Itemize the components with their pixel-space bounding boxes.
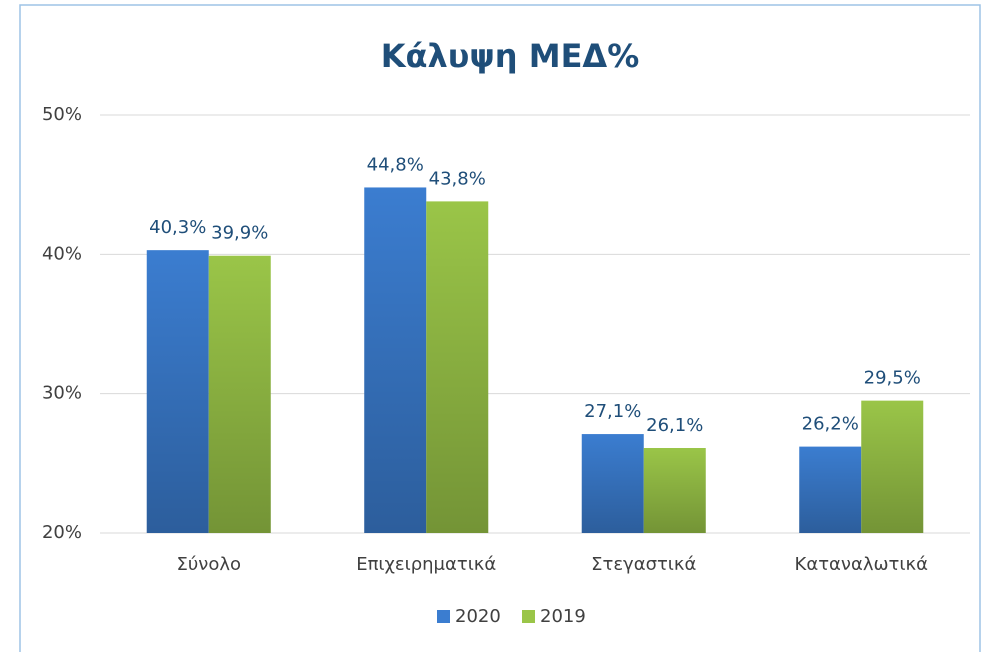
bar-shade [799,446,862,533]
legend-label: 2019 [540,606,586,627]
bar-shade [426,201,489,534]
data-label: 26,2% [802,414,859,435]
bar-shade [861,400,924,533]
data-label: 40,3% [149,217,206,238]
data-label: 43,8% [429,168,486,189]
x-tick-label: Καταναλωτικά [795,554,928,575]
data-label: 44,8% [367,154,424,175]
y-tick-label: 50% [42,104,82,125]
data-label: 39,9% [211,223,268,244]
legend-swatch [437,610,450,623]
y-tick-label: 40% [42,243,82,264]
x-tick-label: Σύνολο [176,554,241,575]
x-tick-label: Στεγαστικά [591,554,696,575]
x-tick-label: Επιχειρηματικά [356,554,496,575]
bar-shade [364,187,427,533]
legend-label: 2020 [455,606,501,627]
bar-shade [146,250,209,534]
data-label: 29,5% [864,368,921,389]
data-label: 26,1% [646,415,703,436]
y-tick-label: 20% [42,522,82,543]
bar-shade [581,434,644,533]
bar-shade [643,448,706,533]
bar-shade [208,255,271,533]
data-label: 27,1% [584,401,641,422]
chart-title: Κάλυψη ΜΕΔ% [381,37,640,75]
legend-swatch [522,610,535,623]
y-tick-label: 30% [42,383,82,404]
